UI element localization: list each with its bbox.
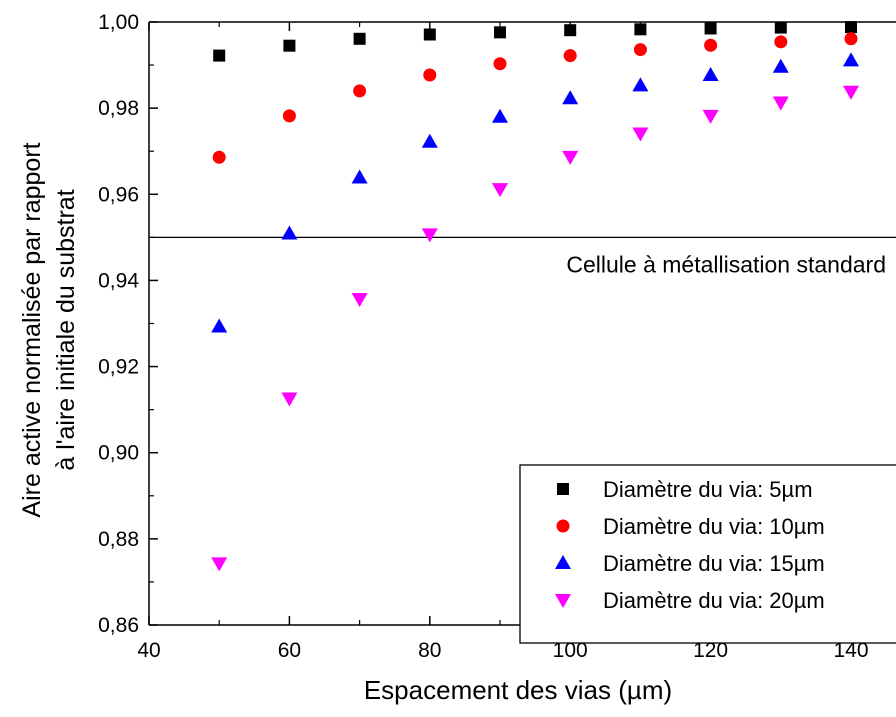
data-point-series-3 (492, 108, 508, 123)
data-point-series-3 (351, 169, 368, 184)
data-point-series-1 (564, 24, 577, 37)
y-axis-label-line-1: Aire active normalisée par rapport (18, 142, 46, 517)
data-point-series-1 (213, 49, 226, 62)
data-point-series-2 (774, 35, 788, 49)
data-point-series-2 (423, 68, 437, 82)
legend-label: Diamètre du via: 10µm (603, 514, 825, 539)
data-point-series-1 (423, 28, 436, 41)
y-tick-label: 0,88 (98, 528, 139, 551)
y-tick-label: 0,94 (98, 269, 139, 292)
data-point-series-1 (774, 21, 787, 34)
y-axis-label-line-2: à l'aire initiale du substrat (52, 189, 80, 470)
data-point-series-3 (702, 66, 719, 81)
data-point-series-4 (562, 150, 579, 165)
data-point-series-3 (843, 52, 859, 67)
y-tick-label: 1,00 (98, 11, 139, 34)
legend-marker (555, 594, 571, 608)
x-axis-label: Espacement des vias (µm) (364, 675, 672, 705)
data-point-series-2 (493, 57, 507, 71)
data-point-series-2 (282, 109, 296, 123)
data-point-series-2 (563, 49, 577, 63)
data-point-series-2 (844, 32, 858, 46)
y-tick-label: 0,86 (98, 614, 139, 637)
data-point-series-2 (353, 84, 367, 98)
data-point-series-4 (281, 392, 298, 407)
legend-label: Diamètre du via: 20µm (603, 588, 825, 613)
data-point-series-1 (845, 21, 857, 34)
data-point-series-2 (704, 38, 718, 52)
data-point-series-4 (492, 183, 508, 198)
data-point-series-4 (421, 228, 438, 243)
y-tick-label: 0,90 (98, 442, 139, 465)
y-tick-label: 0,98 (98, 97, 139, 120)
legend-marker (555, 555, 571, 569)
legend-label: Diamètre du via: 15µm (603, 551, 825, 576)
data-point-series-2 (633, 43, 647, 57)
data-point-series-3 (281, 225, 298, 240)
legend-marker (556, 519, 570, 533)
y-tick-label: 0,96 (98, 183, 139, 206)
x-tick-label: 120 (693, 639, 728, 662)
data-point-series-3 (211, 318, 228, 333)
legend-label: Diamètre du via: 5µm (603, 477, 813, 502)
legend-marker (557, 483, 569, 495)
data-point-series-1 (494, 26, 506, 39)
data-point-series-4 (211, 557, 228, 572)
data-point-series-1 (704, 22, 717, 35)
data-point-series-3 (421, 133, 438, 148)
data-point-series-4 (632, 127, 649, 142)
data-point-series-1 (353, 32, 366, 45)
data-point-series-4 (843, 85, 859, 100)
x-tick-label: 100 (553, 639, 588, 662)
data-point-series-3 (562, 90, 579, 105)
data-point-series-1 (283, 39, 296, 52)
data-point-series-2 (212, 150, 226, 164)
legend-box (519, 464, 896, 644)
data-point-series-3 (632, 77, 649, 92)
x-tick-label: 80 (418, 639, 441, 662)
data-point-series-3 (772, 58, 789, 73)
data-point-series-1 (634, 23, 647, 36)
y-tick-label: 0,92 (98, 356, 139, 379)
data-point-series-4 (772, 96, 789, 111)
x-tick-label: 140 (833, 639, 868, 662)
x-tick-label: 40 (137, 639, 160, 662)
data-point-series-4 (351, 292, 368, 307)
reference-line-label: Cellule à métallisation standard (566, 251, 886, 277)
x-tick-label: 60 (278, 639, 301, 662)
data-point-series-4 (702, 109, 719, 124)
